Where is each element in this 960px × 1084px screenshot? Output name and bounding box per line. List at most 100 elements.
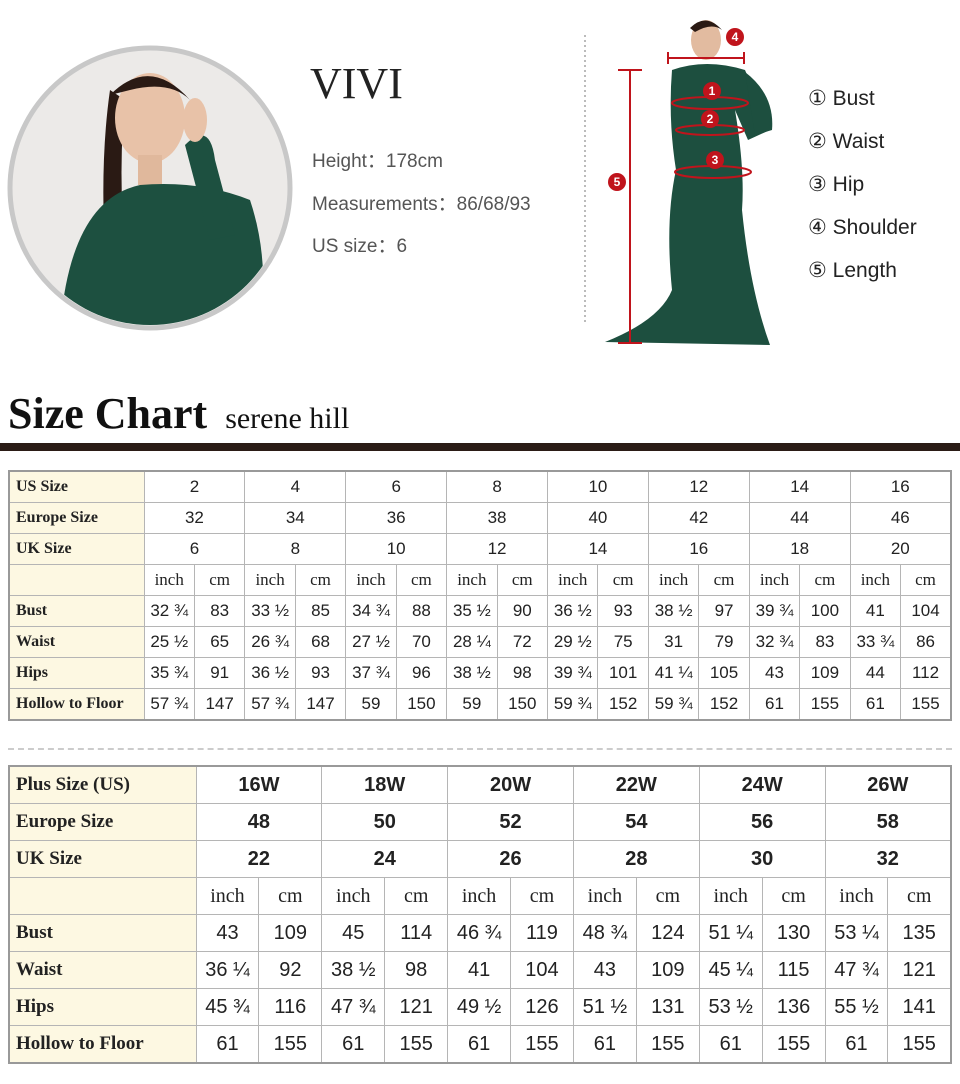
size-cell: 26	[447, 840, 574, 878]
value-cell: 57 ¾	[244, 688, 296, 721]
value-cell: 86	[900, 626, 952, 658]
unit-cell: inch	[195, 877, 260, 915]
row-label: Waist	[8, 951, 197, 989]
size-cell: 20W	[447, 765, 574, 804]
marker: 5	[614, 175, 621, 189]
value-cell: 45	[321, 914, 386, 952]
value-cell: 104	[510, 951, 574, 989]
unit-cell: inch	[345, 564, 397, 596]
value-cell: 126	[510, 988, 574, 1026]
value-cell: 109	[799, 657, 851, 689]
value-cell: 152	[597, 688, 649, 721]
value-cell: 59 ¾	[546, 688, 599, 721]
value-cell: 90	[496, 595, 549, 627]
unit-cell: cm	[395, 564, 448, 596]
unit-cell: inch	[321, 877, 386, 915]
heading: Size Chart serene hill	[8, 388, 349, 439]
value-cell: 136	[761, 988, 826, 1026]
size-cell: 22W	[572, 765, 700, 804]
size-cell: 24	[321, 840, 449, 878]
value-cell: 147	[193, 688, 246, 721]
value-cell: 155	[510, 1025, 574, 1064]
value-cell: 49 ½	[447, 988, 512, 1026]
size-cell: 54	[572, 803, 700, 841]
value-cell: 116	[258, 988, 323, 1026]
value-cell: 55 ½	[824, 988, 889, 1026]
value-cell: 61	[698, 1025, 763, 1064]
unit-cell: cm	[510, 877, 574, 915]
value-cell: 32 ¾	[143, 595, 195, 627]
row-label	[8, 564, 145, 596]
value-cell: 100	[799, 595, 851, 627]
row-label: UK Size	[8, 533, 145, 565]
value-cell: 155	[258, 1025, 323, 1064]
size-cell: 40	[547, 502, 649, 534]
value-cell: 109	[258, 914, 323, 952]
value-cell: 61	[321, 1025, 386, 1064]
value-cell: 47 ¾	[321, 988, 386, 1026]
size-cell: 6	[143, 533, 246, 565]
size-cell: 42	[647, 502, 750, 534]
value-cell: 155	[384, 1025, 449, 1064]
value-cell: 83	[799, 626, 851, 658]
value-cell: 115	[761, 951, 826, 989]
size-cell: 18	[748, 533, 851, 565]
size-table: US Size 2 4 6 8 10 12 14 16 Europe Size 32 34 36 38 40…	[8, 470, 952, 721]
size-cell: 46	[849, 502, 952, 534]
value-cell: 35 ¾	[143, 657, 195, 689]
value-cell: 61	[572, 1025, 637, 1064]
row-label: Europe Size	[8, 502, 145, 534]
value-cell: 98	[384, 951, 449, 989]
value-cell: 61	[849, 688, 902, 721]
size-cell: 48	[195, 803, 323, 841]
size-cell: 16	[849, 470, 952, 503]
size-cell: 16W	[195, 765, 323, 804]
unit-cell: cm	[193, 564, 246, 596]
value-cell: 155	[799, 688, 851, 721]
size-cell: 12	[647, 470, 750, 503]
value-cell: 25 ½	[143, 626, 195, 658]
value-cell: 150	[395, 688, 448, 721]
value-cell: 75	[597, 626, 649, 658]
value-cell: 57 ¾	[143, 688, 195, 721]
value-cell: 43	[572, 951, 637, 989]
row-label: Hollow to Floor	[8, 1025, 197, 1064]
legend-item: ⑤ Length	[808, 259, 897, 282]
value-cell: 53 ½	[698, 988, 763, 1026]
separator	[8, 748, 952, 750]
value-cell: 105	[698, 657, 750, 689]
value-cell: 38 ½	[647, 595, 700, 627]
unit-cell: inch	[572, 877, 637, 915]
value-cell: 65	[193, 626, 246, 658]
value-cell: 155	[887, 1025, 952, 1064]
value-cell: 61	[748, 688, 801, 721]
value-cell: 135	[887, 914, 952, 952]
unit-cell: inch	[446, 564, 498, 596]
legend-item: ④ Shoulder	[808, 216, 917, 239]
model-size: US size：6	[312, 236, 408, 257]
value-cell: 121	[887, 951, 952, 989]
legend: ① Bust ② Waist ③ Hip ④ Shoulder ⑤ Length	[808, 86, 917, 301]
value-cell: 33 ½	[244, 595, 296, 627]
size-cell: 32	[143, 502, 246, 534]
value-cell: 112	[900, 657, 952, 689]
value-cell: 124	[635, 914, 700, 952]
value-cell: 130	[761, 914, 826, 952]
value-cell: 36 ½	[244, 657, 296, 689]
size-cell: 26W	[824, 765, 952, 804]
value-cell: 83	[193, 595, 246, 627]
size-cell: 28	[572, 840, 700, 878]
value-cell: 46 ¾	[447, 914, 512, 952]
value-cell: 32 ¾	[748, 626, 801, 658]
size-cell: 38	[446, 502, 548, 534]
row-label: Bust	[8, 595, 145, 627]
value-cell: 91	[193, 657, 246, 689]
unit-cell: inch	[748, 564, 801, 596]
value-cell: 35 ½	[446, 595, 498, 627]
size-cell: 56	[698, 803, 826, 841]
value-cell: 36 ¼	[195, 951, 260, 989]
value-cell: 114	[384, 914, 449, 952]
size-cell: 24W	[698, 765, 826, 804]
value-cell: 36 ½	[546, 595, 599, 627]
row-label: Waist	[8, 626, 145, 658]
